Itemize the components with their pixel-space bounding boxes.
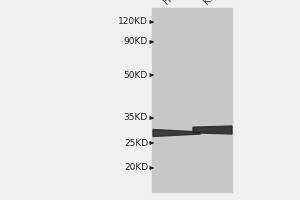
Polygon shape <box>153 130 200 136</box>
Text: 20KD: 20KD <box>124 164 148 172</box>
Text: K562: K562 <box>201 0 226 6</box>
Text: 35KD: 35KD <box>124 114 148 122</box>
Bar <box>152 8 232 192</box>
Polygon shape <box>193 126 232 134</box>
Text: 25KD: 25KD <box>124 138 148 148</box>
Text: 90KD: 90KD <box>124 38 148 46</box>
Text: 50KD: 50KD <box>124 71 148 79</box>
Text: 120KD: 120KD <box>118 18 148 26</box>
Text: HeLa: HeLa <box>161 0 186 6</box>
